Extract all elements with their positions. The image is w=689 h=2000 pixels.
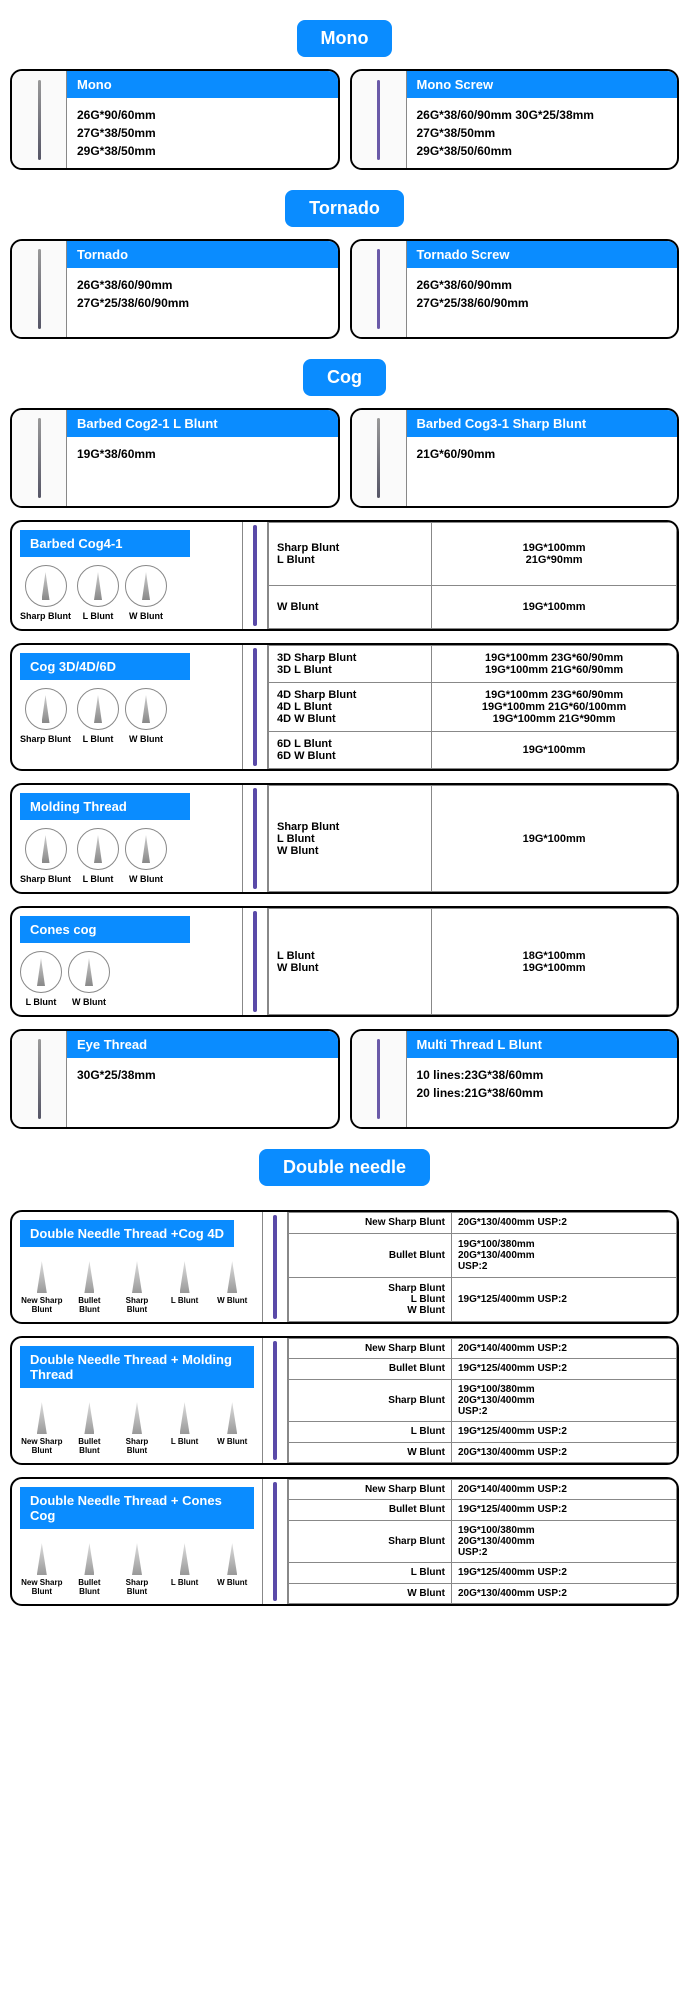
needle-icon xyxy=(38,249,41,329)
section-mono: Mono xyxy=(297,20,393,57)
needle-icon xyxy=(377,418,380,498)
tip: New Sharp Blunt xyxy=(20,1543,64,1596)
tip: W Blunt xyxy=(210,1261,254,1314)
tip: Bullet Blunt xyxy=(68,1261,112,1314)
fc-title: Cog 3D/4D/6D xyxy=(20,653,190,680)
tip: L Blunt xyxy=(77,565,119,621)
tip: W Blunt xyxy=(125,828,167,884)
card-title: Multi Thread L Blunt xyxy=(407,1031,678,1058)
card-cones: Cones cogL BluntW BluntL Blunt W Blunt18… xyxy=(10,906,679,1017)
fc-title: Barbed Cog4-1 xyxy=(20,530,190,557)
card-title: Barbed Cog3-1 Sharp Blunt xyxy=(407,410,678,437)
needle-screw-icon xyxy=(374,249,384,329)
card-eye: Eye Thread 30G*25/38mm xyxy=(10,1029,340,1129)
tip: L Blunt xyxy=(163,1261,207,1314)
card-dn-cones: Double Needle Thread + Cones Cog New Shar… xyxy=(10,1477,679,1606)
card-specs: 26G*38/60/90mm 30G*25/38mm 27G*38/50mm 2… xyxy=(407,98,678,168)
card-mono-screw: Mono Screw 26G*38/60/90mm 30G*25/38mm 27… xyxy=(350,69,680,170)
card-specs: 10 lines:23G*38/60mm 20 lines:21G*38/60m… xyxy=(407,1058,678,1110)
fc-title: Cones cog xyxy=(20,916,190,943)
card-specs: 26G*38/60/90mm 27G*25/38/60/90mm xyxy=(67,268,338,320)
tip: Sharp Blunt xyxy=(20,828,71,884)
card-molding: Molding ThreadSharp BluntL BluntW BluntS… xyxy=(10,783,679,894)
tip: New Sharp Blunt xyxy=(20,1402,64,1455)
tip: Sharp Blunt xyxy=(20,688,71,744)
card-title: Tornado Screw xyxy=(407,241,678,268)
card-title: Barbed Cog2-1 L Blunt xyxy=(67,410,338,437)
tip: W Blunt xyxy=(125,688,167,744)
card-title: Tornado xyxy=(67,241,338,268)
card-barbed21: Barbed Cog2-1 L Blunt 19G*38/60mm xyxy=(10,408,340,508)
fc-title: Molding Thread xyxy=(20,793,190,820)
needle-icon xyxy=(38,1039,41,1119)
fc-title: Double Needle Thread + Cones Cog xyxy=(20,1487,254,1529)
needle-icon xyxy=(374,1039,384,1119)
card-barbed31: Barbed Cog3-1 Sharp Blunt 21G*60/90mm xyxy=(350,408,680,508)
section-double: Double needle xyxy=(259,1149,430,1186)
card-tornado-screw: Tornado Screw 26G*38/60/90mm 27G*25/38/6… xyxy=(350,239,680,339)
card-specs: 21G*60/90mm xyxy=(407,437,678,471)
tip: Sharp Blunt xyxy=(115,1543,159,1596)
card-mono: Mono 26G*90/60mm 27G*38/50mm 29G*38/50mm xyxy=(10,69,340,170)
needle-screw-icon xyxy=(374,80,384,160)
tip: W Blunt xyxy=(210,1402,254,1455)
tip: W Blunt xyxy=(210,1543,254,1596)
tip: L Blunt xyxy=(77,688,119,744)
tip: Sharp Blunt xyxy=(115,1402,159,1455)
card-cog41: Barbed Cog4-1Sharp BluntL BluntW BluntSh… xyxy=(10,520,679,631)
card-specs: 26G*38/60/90mm 27G*25/38/60/90mm xyxy=(407,268,678,320)
tip: Sharp Blunt xyxy=(20,565,71,621)
tip: Bullet Blunt xyxy=(68,1402,112,1455)
card-title: Mono Screw xyxy=(407,71,678,98)
card-dn-cog4d: Double Needle Thread +Cog 4D New Sharp Bl… xyxy=(10,1210,679,1324)
section-cog: Cog xyxy=(303,359,386,396)
tip: W Blunt xyxy=(125,565,167,621)
tip: L Blunt xyxy=(163,1402,207,1455)
card-specs: 30G*25/38mm xyxy=(67,1058,338,1092)
card-multi: Multi Thread L Blunt 10 lines:23G*38/60m… xyxy=(350,1029,680,1129)
tip: L Blunt xyxy=(77,828,119,884)
card-specs: 19G*38/60mm xyxy=(67,437,338,471)
tip: New Sharp Blunt xyxy=(20,1261,64,1314)
card-specs: 26G*90/60mm 27G*38/50mm 29G*38/50mm xyxy=(67,98,338,168)
tip: Bullet Blunt xyxy=(68,1543,112,1596)
section-tornado: Tornado xyxy=(285,190,404,227)
tip: L Blunt xyxy=(20,951,62,1007)
fc-title: Double Needle Thread +Cog 4D xyxy=(20,1220,234,1247)
card-title: Eye Thread xyxy=(67,1031,338,1058)
needle-icon xyxy=(38,80,41,160)
fc-title: Double Needle Thread + Molding Thread xyxy=(20,1346,254,1388)
card-title: Mono xyxy=(67,71,338,98)
card-dn-molding: Double Needle Thread + Molding Thread New… xyxy=(10,1336,679,1465)
needle-icon xyxy=(38,418,41,498)
tip: Sharp Blunt xyxy=(115,1261,159,1314)
card-tornado: Tornado 26G*38/60/90mm 27G*25/38/60/90mm xyxy=(10,239,340,339)
tip: W Blunt xyxy=(68,951,110,1007)
tip: L Blunt xyxy=(163,1543,207,1596)
card-cog3d: Cog 3D/4D/6DSharp BluntL BluntW Blunt3D … xyxy=(10,643,679,771)
